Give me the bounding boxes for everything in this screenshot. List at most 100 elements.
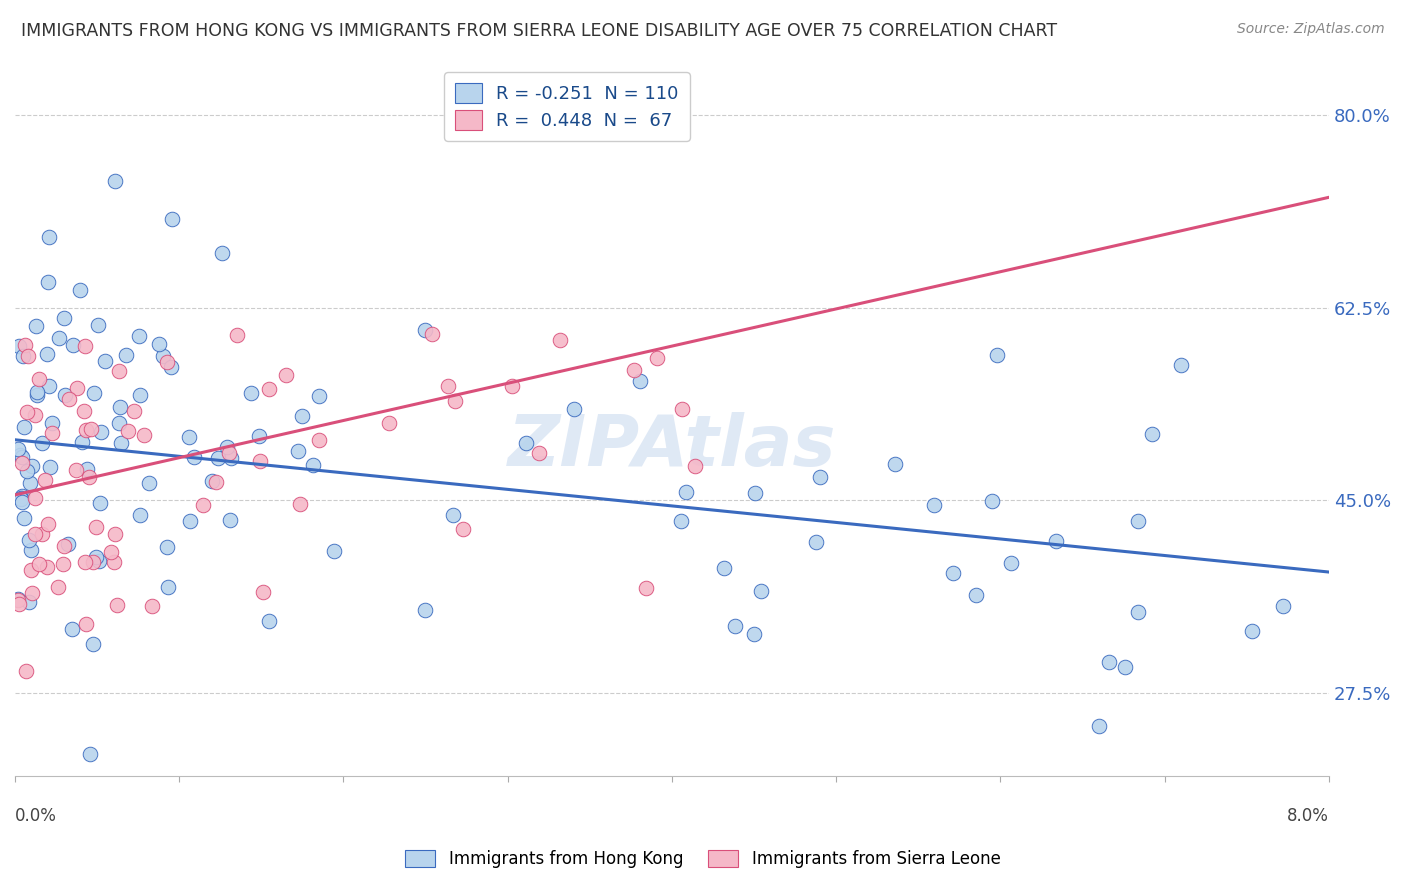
Point xyxy=(8,597,31,611)
Point xyxy=(252,585,274,599)
Point xyxy=(37,517,59,532)
Point xyxy=(110,436,132,450)
Point xyxy=(671,402,693,417)
Point xyxy=(115,348,138,362)
Point xyxy=(413,603,436,617)
Point xyxy=(420,326,443,341)
Point xyxy=(93,354,115,368)
Point xyxy=(58,392,80,407)
Point xyxy=(27,371,49,385)
Point xyxy=(249,454,271,468)
Point xyxy=(100,545,122,559)
Point xyxy=(108,363,131,377)
Point xyxy=(34,473,56,487)
Point xyxy=(7,591,30,606)
Point xyxy=(287,444,309,458)
Point xyxy=(128,329,150,343)
Point xyxy=(1140,426,1163,441)
Point xyxy=(108,417,131,431)
Point xyxy=(308,388,330,402)
Point xyxy=(453,522,475,536)
Point xyxy=(675,485,697,500)
Point xyxy=(24,408,46,422)
Point xyxy=(724,619,747,633)
Point xyxy=(128,388,150,402)
Point xyxy=(60,623,83,637)
Point xyxy=(378,417,401,431)
Point xyxy=(31,527,53,541)
Point xyxy=(548,333,571,347)
Point xyxy=(35,560,58,574)
Point xyxy=(38,229,60,244)
Point xyxy=(103,555,125,569)
Point xyxy=(191,498,214,512)
Point xyxy=(219,513,242,527)
Point xyxy=(17,349,39,363)
Point xyxy=(156,540,179,554)
Point xyxy=(20,543,42,558)
Point xyxy=(41,425,63,440)
Point xyxy=(17,463,39,477)
Point xyxy=(73,404,96,418)
Point xyxy=(58,537,80,551)
Point xyxy=(38,460,60,475)
Point xyxy=(218,445,240,459)
Text: ZIPAtlas: ZIPAtlas xyxy=(508,412,837,481)
Point xyxy=(62,338,84,352)
Point xyxy=(104,174,127,188)
Point xyxy=(742,627,765,641)
Point xyxy=(69,283,91,297)
Point xyxy=(301,458,323,472)
Point xyxy=(922,498,945,512)
Point xyxy=(13,349,35,363)
Point xyxy=(90,425,112,439)
Point xyxy=(623,363,645,377)
Point xyxy=(205,475,228,489)
Point xyxy=(257,614,280,628)
Point xyxy=(15,664,38,678)
Point xyxy=(46,580,69,594)
Point xyxy=(148,337,170,351)
Point xyxy=(804,534,827,549)
Point xyxy=(86,318,108,332)
Point xyxy=(13,337,35,351)
Point xyxy=(13,420,35,434)
Point xyxy=(52,557,75,571)
Point xyxy=(70,435,93,450)
Point xyxy=(48,331,70,345)
Point xyxy=(8,448,31,462)
Point xyxy=(157,580,180,594)
Point xyxy=(291,409,314,424)
Point xyxy=(76,462,98,476)
Point xyxy=(443,393,465,408)
Text: IMMIGRANTS FROM HONG KONG VS IMMIGRANTS FROM SIERRA LEONE DISABILITY AGE OVER 75: IMMIGRANTS FROM HONG KONG VS IMMIGRANTS … xyxy=(21,22,1057,40)
Point xyxy=(104,527,127,541)
Point xyxy=(66,381,89,395)
Point xyxy=(24,491,46,505)
Point xyxy=(89,554,111,568)
Point xyxy=(20,476,42,491)
Point xyxy=(669,514,692,528)
Point xyxy=(211,246,233,260)
Point xyxy=(1170,358,1192,372)
Point xyxy=(75,423,97,437)
Point xyxy=(201,474,224,488)
Point xyxy=(73,555,96,569)
Point xyxy=(84,549,107,564)
Point xyxy=(1045,534,1067,549)
Point xyxy=(52,539,75,553)
Point xyxy=(179,430,201,444)
Point xyxy=(744,486,766,500)
Point xyxy=(79,747,101,761)
Point xyxy=(1114,659,1136,673)
Point xyxy=(110,400,132,414)
Point xyxy=(105,598,128,612)
Point xyxy=(152,349,174,363)
Point xyxy=(1271,599,1294,613)
Legend: R = -0.251  N = 110, R =  0.448  N =  67: R = -0.251 N = 110, R = 0.448 N = 67 xyxy=(444,72,689,141)
Point xyxy=(89,495,111,509)
Point xyxy=(630,375,652,389)
Point xyxy=(11,456,34,470)
Point xyxy=(80,422,103,436)
Point xyxy=(713,561,735,575)
